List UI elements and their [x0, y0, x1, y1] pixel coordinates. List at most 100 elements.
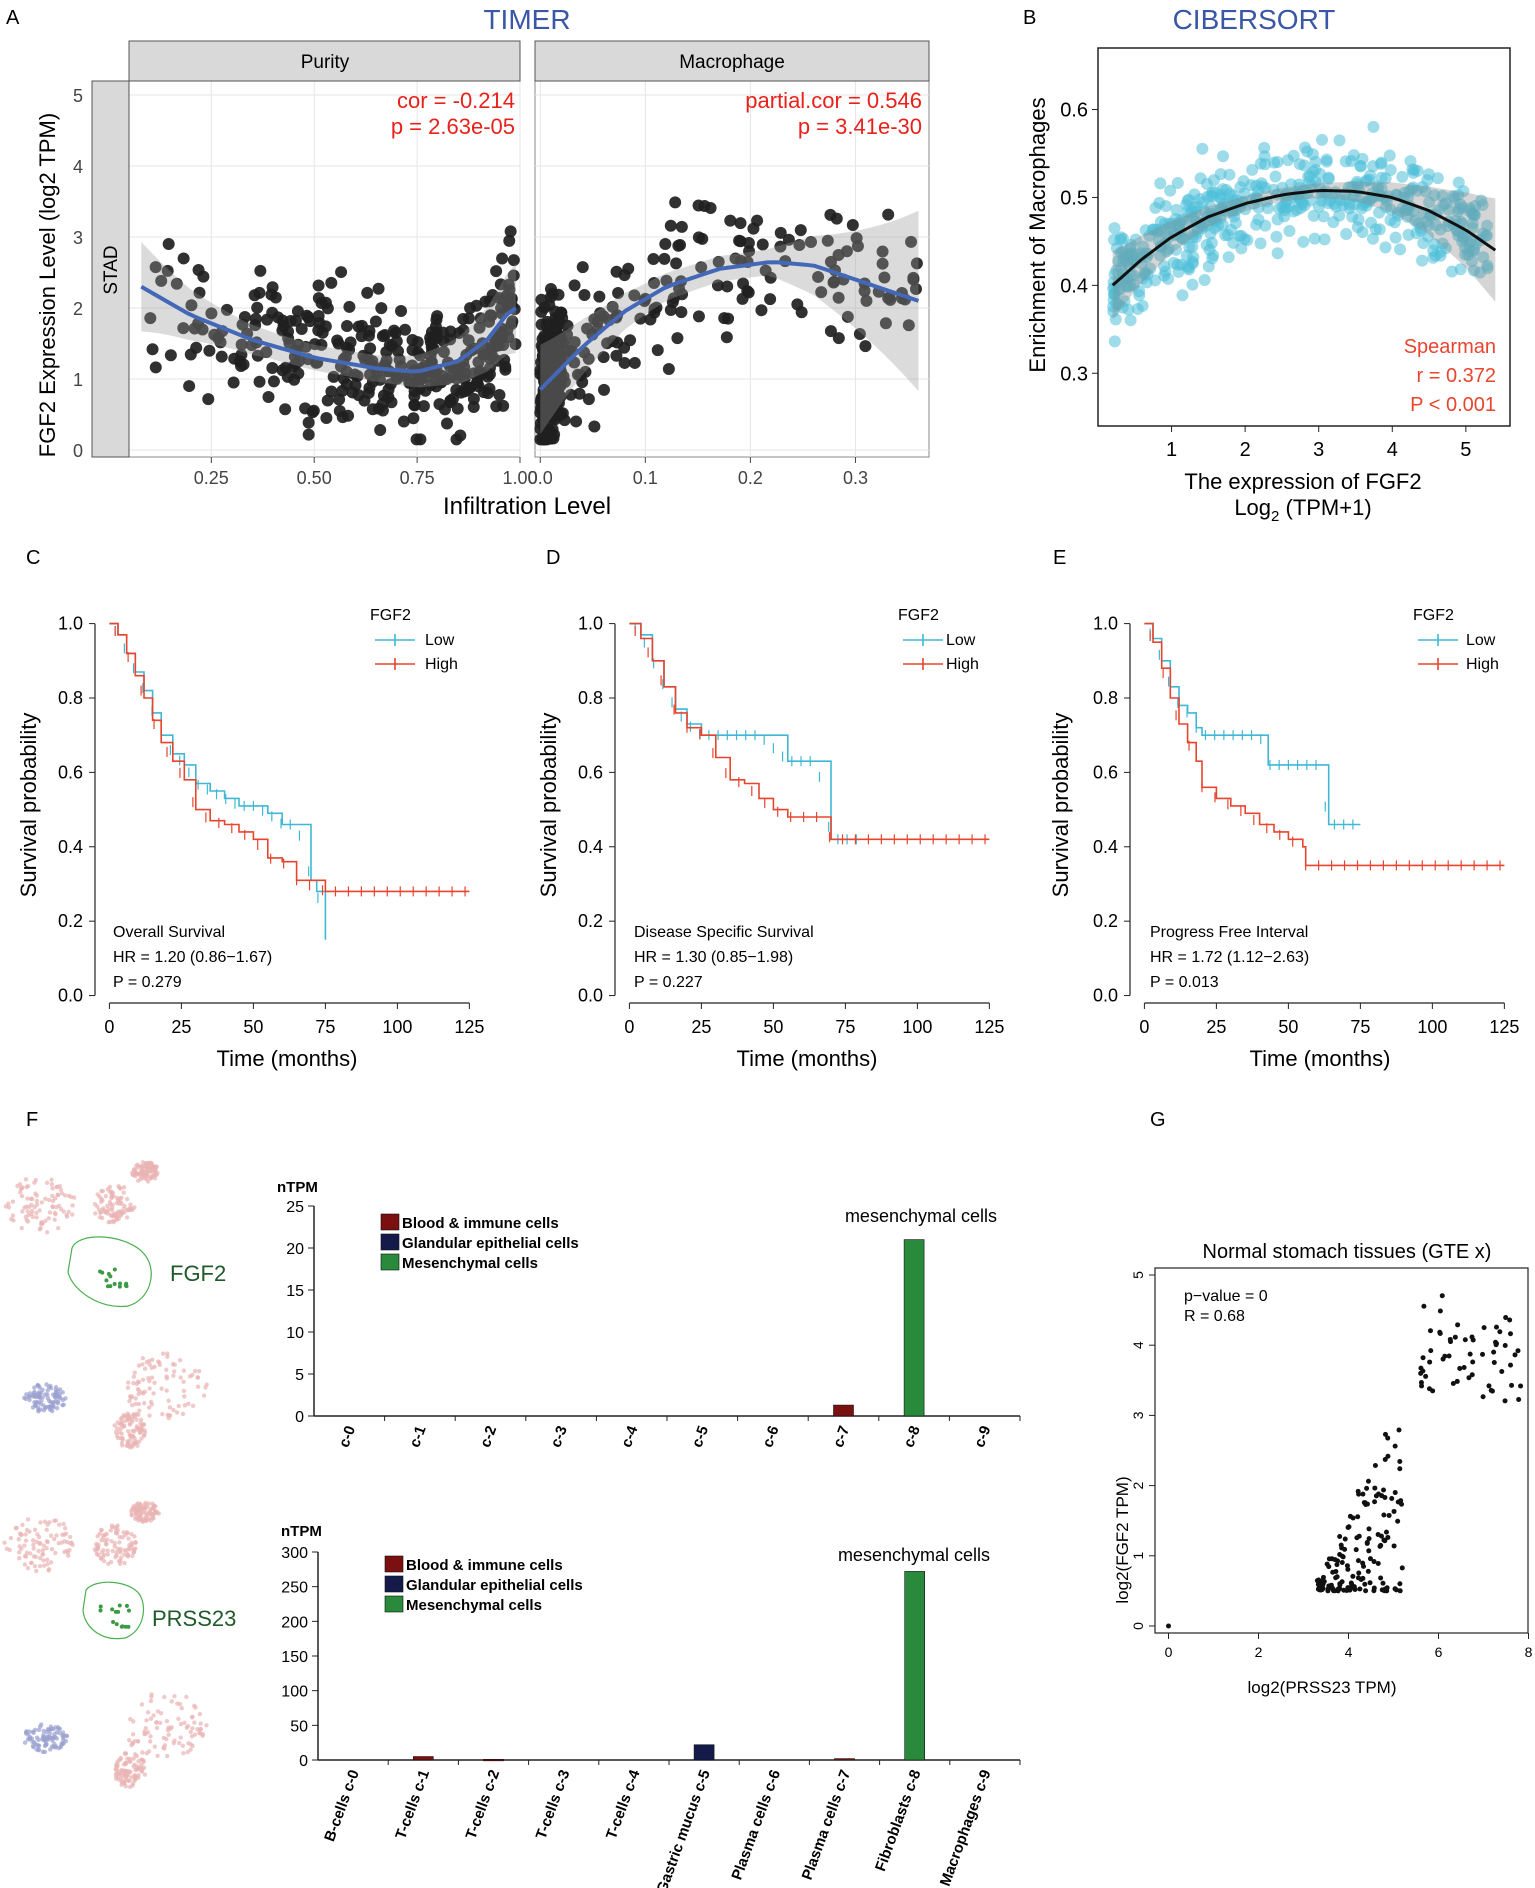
- a-scatter-point: [205, 307, 218, 320]
- a-scatter-point: [496, 252, 509, 265]
- f2-umap-cell: [123, 1777, 129, 1783]
- f1-umap-cell: [107, 1199, 113, 1205]
- f1-umap-cell: [44, 1382, 49, 1387]
- b-scatter-point: [1298, 199, 1311, 212]
- a-scatter-point: [336, 384, 349, 397]
- f1-umap-cell: [140, 1362, 145, 1367]
- f1-umap-cell: [171, 1373, 176, 1378]
- f2-umap-cell: [96, 1545, 101, 1550]
- g-scatter-point: [1502, 1398, 1508, 1404]
- d-ylabel: Survival probability: [536, 713, 561, 898]
- b-scatter-point: [1196, 196, 1209, 209]
- a-scatter-point: [253, 375, 266, 388]
- f1-expr-cell: [112, 1267, 117, 1272]
- a-scatter-point: [574, 369, 587, 382]
- f1-umap-cell: [36, 1390, 41, 1395]
- a-fit-line: [538, 260, 920, 392]
- b-scatter-point: [1409, 214, 1422, 227]
- f1-umap-cell: [101, 1206, 106, 1211]
- f2-expr-cell: [116, 1609, 121, 1614]
- a-scatter-point: [331, 334, 344, 347]
- f1-category-label: c-9: [971, 1424, 994, 1450]
- g-scatter-point: [1391, 1508, 1397, 1514]
- f2-umap-cell: [141, 1765, 147, 1771]
- g-scatter-point: [1428, 1348, 1434, 1354]
- a-scatter-point: [755, 304, 768, 317]
- f1-umap-cell: [142, 1428, 147, 1433]
- f2-umap-cell: [105, 1548, 110, 1553]
- f2-umap-cell: [43, 1742, 48, 1748]
- b-scatter-point: [1366, 232, 1379, 245]
- b-scatter-point: [1214, 168, 1227, 181]
- f1-umap-cell: [146, 1375, 151, 1381]
- a-scatter-point: [262, 390, 275, 403]
- a-scatter-point: [507, 269, 520, 282]
- f2-gene-label: PRSS23: [152, 1606, 236, 1631]
- g-scatter-point: [1356, 1570, 1362, 1576]
- e-ylabel: Survival probability: [1048, 713, 1073, 898]
- f1-umap-cell: [112, 1423, 117, 1428]
- f2-category-label: Macrophages c-9: [937, 1768, 995, 1888]
- e-legend-high: High: [1466, 656, 1499, 673]
- g-scatter-point: [1345, 1566, 1351, 1572]
- f2-umap-cell: [123, 1773, 129, 1778]
- b-scatter-point: [1308, 232, 1321, 245]
- f2-expr-cell: [124, 1603, 129, 1608]
- f1-category-label: c-0: [336, 1424, 359, 1450]
- f2-umap-cell: [140, 1750, 145, 1755]
- b-scatter-point: [1124, 314, 1137, 327]
- a-scatter-point: [366, 355, 379, 368]
- a-scatter-point: [406, 359, 419, 372]
- a-scatter-point: [695, 261, 708, 274]
- b-xtick-label: 2: [1240, 439, 1251, 461]
- f1-umap-cell: [46, 1197, 52, 1203]
- f1-umap-cell: [153, 1165, 158, 1170]
- d-xtick-label: 50: [763, 1017, 783, 1037]
- f1-umap-cell: [58, 1206, 64, 1212]
- g-scatter-point: [1381, 1487, 1387, 1493]
- f1-umap-cell: [25, 1196, 30, 1201]
- a-scatter-point: [582, 393, 595, 406]
- d-annot-p: P = 0.227: [634, 974, 703, 991]
- g-scatter-point: [1467, 1351, 1473, 1357]
- d-ytick-label: 1.0: [578, 614, 603, 634]
- b-scatter-point: [1477, 227, 1490, 240]
- f2-umap-cell: [23, 1532, 28, 1537]
- a-scatter-point: [552, 397, 565, 410]
- f2-umap-cell: [36, 1747, 41, 1753]
- g-scatter-point: [1372, 1499, 1378, 1505]
- f2-umap-cell: [154, 1725, 160, 1731]
- f1-umap-cell: [160, 1411, 165, 1417]
- f1-category-label: c-2: [477, 1424, 500, 1450]
- f2-umap-cell: [17, 1550, 22, 1555]
- f2-umap-cell: [122, 1560, 127, 1566]
- g-scatter-point: [1350, 1573, 1356, 1579]
- f1-umap-cell: [120, 1210, 125, 1216]
- g-frame: [1154, 1267, 1529, 1634]
- b-scatter-point: [1246, 163, 1259, 176]
- b-scatter-point: [1475, 194, 1488, 207]
- a-scatter-point: [662, 363, 675, 376]
- b-scatter-point: [1456, 235, 1469, 248]
- g-scatter-point: [1355, 1514, 1361, 1520]
- b-scatter-point: [1333, 134, 1346, 147]
- f2-umap-cell: [60, 1733, 65, 1738]
- c-xtick-label: 25: [171, 1017, 191, 1037]
- a-scatter-point: [369, 315, 382, 328]
- b-r: r = 0.372: [1416, 365, 1496, 387]
- f1-umap-cell: [117, 1185, 122, 1190]
- a-scatter-point: [149, 261, 162, 274]
- f1-legend-glandular: Glandular epithelial cells: [402, 1235, 579, 1252]
- g-scatter-point: [1466, 1375, 1472, 1381]
- f1-umap-cell: [147, 1386, 152, 1391]
- f2-umap-cell: [49, 1546, 55, 1552]
- b-scatter-point: [1269, 170, 1282, 183]
- f2-umap-cell: [188, 1747, 193, 1752]
- f2-umap-cell: [57, 1730, 62, 1736]
- f1-umap-cell: [152, 1168, 157, 1174]
- b-scatter-point: [1198, 273, 1211, 286]
- f2-umap-cell: [30, 1739, 35, 1745]
- f2-umap-cell: [149, 1692, 154, 1697]
- a-scatter-point: [671, 332, 684, 345]
- f2-umap-cell: [129, 1532, 134, 1537]
